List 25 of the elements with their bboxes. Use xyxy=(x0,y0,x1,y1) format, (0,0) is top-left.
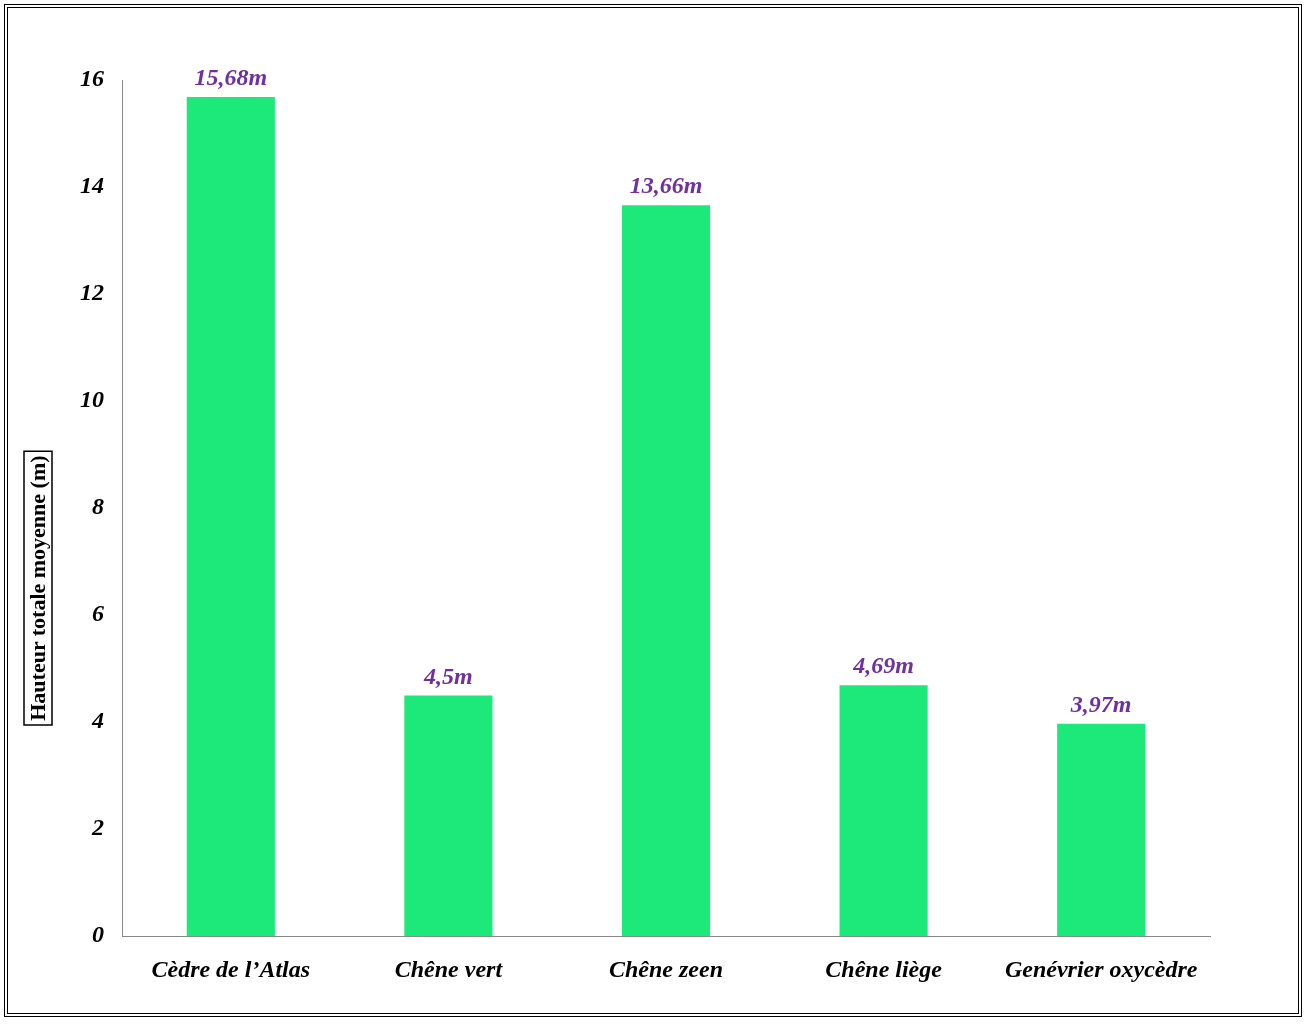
bar xyxy=(186,97,275,937)
data-label: 3,97m xyxy=(1069,690,1132,717)
y-tick-label: 16 xyxy=(80,65,104,92)
x-tick-label: Chêne zeen xyxy=(609,955,723,982)
y-tick-label: 4 xyxy=(91,707,104,734)
data-label: 13,66m xyxy=(629,172,703,199)
y-tick-label: 0 xyxy=(92,921,104,948)
bar xyxy=(621,205,711,937)
y-tick-label: 14 xyxy=(80,172,104,199)
y-tick-label: 6 xyxy=(92,600,104,627)
y-tick-label: 12 xyxy=(80,279,104,306)
x-tick-label: Chêne liège xyxy=(825,955,943,982)
x-tick-label: Chêne vert xyxy=(394,955,504,982)
y-axis-title: Hauteur totale moyenne (m) xyxy=(24,455,50,721)
data-label: 4,69m xyxy=(852,652,914,679)
y-tick-label: 8 xyxy=(92,493,104,520)
data-label: 15,68m xyxy=(194,64,268,91)
y-tick-label: 10 xyxy=(80,386,104,413)
bar xyxy=(839,685,928,937)
bar xyxy=(404,695,493,937)
data-label: 4,5m xyxy=(423,662,473,689)
x-tick-label: Cèdre de l’Atlas xyxy=(151,955,311,982)
y-tick-label: 2 xyxy=(91,814,104,841)
x-tick-label: Genévrier oxycèdre xyxy=(1004,955,1198,982)
bar xyxy=(1057,723,1146,937)
